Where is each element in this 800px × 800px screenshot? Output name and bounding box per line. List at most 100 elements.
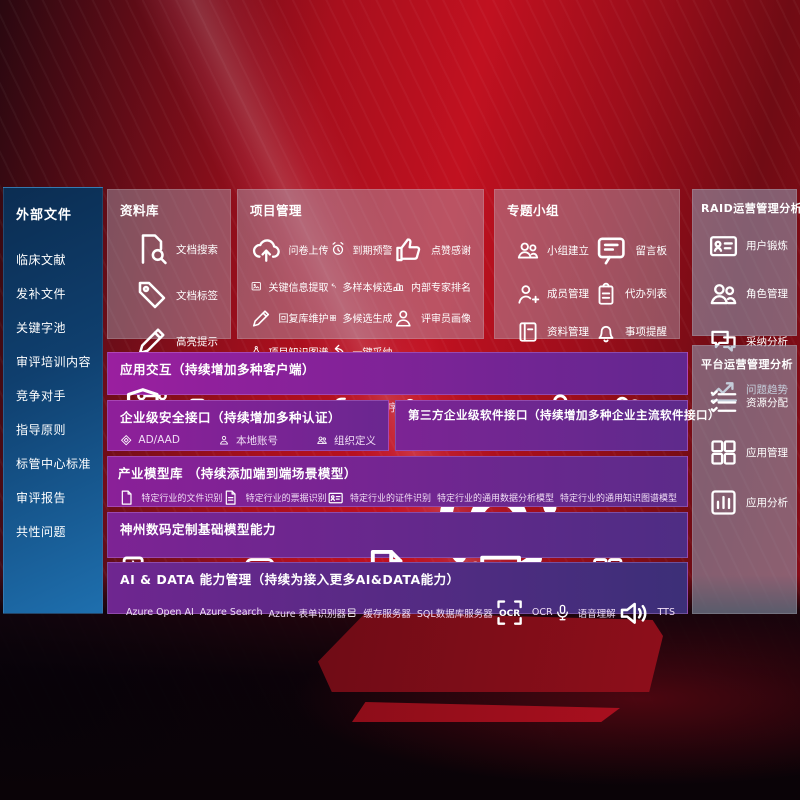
capability-label: Azure Open AI: [126, 607, 194, 619]
capability-item: 特定行业的通用知识图谱模型: [554, 491, 677, 504]
feature-item: 高亮提示: [134, 323, 218, 359]
feature-item: 成员管理: [515, 281, 589, 307]
industry-model-row: 产业模型库 （持续添加端到端场景模型） 特定行业的文件识别 特定行业的票据识别 特定…: [107, 456, 688, 507]
industry-file-recog-icon: [118, 489, 135, 506]
cert-recog-icon: [327, 489, 344, 506]
ai-data-capability-row: AI & DATA 能力管理（持续为接入更多AI&DATA能力） Azure O…: [107, 562, 688, 614]
group-create-icon: [515, 237, 541, 263]
feature-label: 点赞感谢: [431, 245, 471, 257]
sidebar-item-label: 审评培训内容: [16, 355, 92, 369]
feature-label: 多候选生成: [342, 314, 393, 326]
row-title: 神州数码定制基础模型能力: [120, 522, 277, 537]
capability-label: 特定行业的通用知识图谱模型: [560, 494, 678, 505]
sidebar-item-label: 标管中心标准: [16, 457, 92, 471]
feature-label: 回复库维护: [278, 314, 329, 326]
feature-item: 事项提醒: [593, 319, 667, 345]
sidebar-item-label: 临床文献: [16, 253, 67, 267]
like-thanks-icon: [392, 233, 425, 266]
raid-analysis-panel: RAID运营管理分析 用户锻炼角色管理采纳分析问题趋势: [692, 189, 800, 336]
capability-label: Azure 表单识别器: [268, 608, 347, 620]
sidebar-item-label: 发补文件: [16, 287, 67, 301]
thirdparty-interface-row: 第三方企业级软件接口（持续增加多种企业主流软件接口） API自动化设计器: [395, 400, 720, 451]
feature-label: 多样本候选: [342, 282, 393, 294]
capability-label: 本地账号: [235, 435, 278, 447]
capability-label: 特定行业的证件识别: [349, 494, 431, 505]
feature-label: 资源分配: [746, 397, 788, 409]
key-info-extract-icon: [250, 280, 263, 293]
feature-label: 代办列表: [625, 288, 667, 300]
invoice-recog-icon: [222, 489, 239, 506]
feature-item: 到期预警: [329, 233, 393, 266]
panel-title: 外部文件: [16, 208, 73, 223]
capability-label: TTS: [657, 607, 675, 619]
user-card-icon: [707, 229, 740, 262]
capability-item: TTS: [616, 595, 675, 631]
sidebar-item: 审评培训内容: [16, 353, 92, 370]
capability-label: SQL数据库服务器: [416, 608, 493, 620]
panel-title: RAID运营管理分析: [701, 202, 800, 215]
feature-label: 成员管理: [547, 288, 589, 300]
capability-label: Azure Search: [199, 607, 263, 619]
feature-item: 内部专家排名: [392, 279, 471, 294]
feature-item: 文档搜索: [134, 231, 218, 267]
platform-analysis-panel: 平台运营管理分析 资源分配应用管理应用分析: [692, 345, 797, 614]
sidebar-item: 标管中心标准: [16, 455, 92, 472]
sidebar-item: 发补文件: [16, 285, 92, 302]
capability-label: OCR: [531, 607, 553, 619]
feature-label: 应用管理: [746, 447, 788, 459]
capability-item: 特定行业的通用数据分析模型: [431, 491, 554, 504]
feature-item: 多样本候选: [329, 279, 393, 294]
sidebar-item: 关键字池: [16, 319, 92, 336]
feature-item: 资料管理: [515, 319, 589, 345]
row-title: AI & DATA 能力管理（持续为接入更多AI&DATA能力）: [120, 572, 460, 587]
feature-label: 评审员画像: [421, 314, 471, 326]
feature-label: 关键信息提取: [268, 282, 329, 294]
feature-item: 代办列表: [593, 281, 667, 307]
decorative-red-shape: [318, 612, 663, 692]
capability-item: 本地账号: [218, 433, 278, 448]
ad-aad-icon: [120, 434, 132, 446]
app-manage-icon: [707, 436, 740, 469]
project-management-panel: 项目管理 问卷上传 到期预警 点赞感谢 关键信息提取 多样本候选 内部专家排名 回复库维护 多…: [237, 189, 484, 359]
feature-label: 角色管理: [746, 288, 788, 300]
app-analysis-icon: [707, 486, 740, 519]
capability-item: Azure Search: [194, 607, 263, 618]
capability-label: 特定行业的文件识别: [141, 494, 223, 505]
local-account-icon: [218, 434, 230, 446]
row-title: 企业级安全接口（持续增加多种认证）: [120, 410, 342, 425]
feature-label: 用户锻炼: [746, 240, 788, 252]
capability-label: 缓存服务器: [363, 608, 411, 620]
capability-item: OCR: [493, 596, 553, 629]
message-board-icon: [593, 232, 630, 269]
base-model-row: 神州数码定制基础模型能力 机器翻译关键实体摘要对话内容合成: [107, 512, 688, 558]
panel-title: 专题小组: [507, 203, 560, 218]
feature-item: 应用分析: [707, 486, 788, 519]
sidebar-item-label: 竞争对手: [16, 389, 67, 403]
feature-label: 问卷上传: [288, 245, 329, 257]
due-warning-icon: [329, 240, 347, 258]
capability-item: Azure 表单识别器: [262, 606, 346, 620]
doc-search-icon: [134, 231, 170, 267]
feature-item: 关键信息提取: [250, 279, 329, 294]
sidebar-item: 临床文献: [16, 251, 92, 268]
feature-label: 到期预警: [352, 245, 393, 257]
feature-item: 应用管理: [707, 436, 788, 469]
sidebar-item: 指导原则: [16, 421, 92, 438]
feature-label: 文档搜索: [176, 243, 218, 256]
feature-item: 小组建立: [515, 232, 589, 269]
capability-item: 特定行业的票据识别: [222, 489, 327, 506]
decorative-red-bar: [352, 702, 620, 722]
tts-icon: [616, 595, 652, 631]
capability-label: 特定行业的通用数据分析模型: [436, 494, 554, 505]
feature-label: 资料管理: [547, 326, 589, 338]
panel-title: 平台运营管理分析: [701, 358, 793, 371]
sidebar-item: 竞争对手: [16, 387, 92, 404]
row-title: 第三方企业级软件接口（持续增加多种企业主流软件接口）: [408, 408, 720, 422]
feature-item: 问卷上传: [250, 233, 329, 266]
role-manage-icon: [707, 277, 740, 310]
feature-label: 留言板: [635, 244, 668, 257]
feature-item: 留言板: [593, 232, 667, 269]
capability-label: 语音理解: [577, 608, 616, 620]
app-interaction-row: 应用交互（持续增加多种客户端） H5Teams企业微信小程序公众号Web飘窗门户…: [107, 352, 688, 395]
